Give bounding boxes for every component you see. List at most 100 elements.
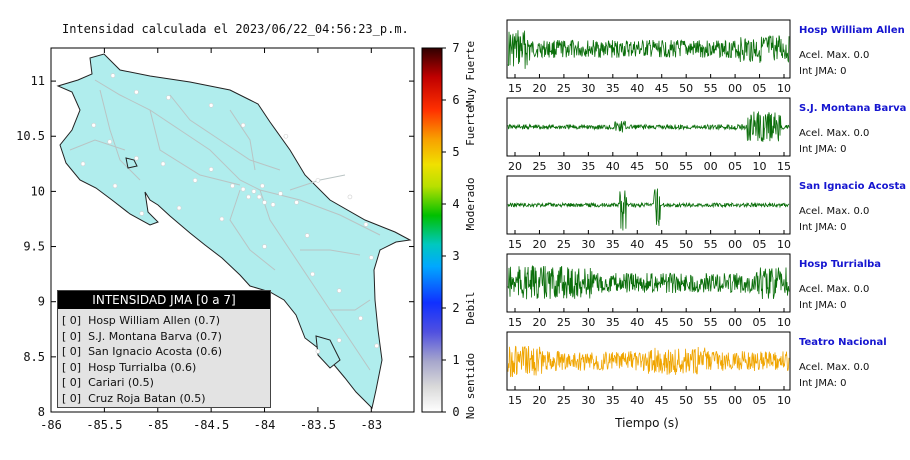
seismogram-tick-label: 00	[728, 82, 742, 95]
seismogram-tick-label: 40	[630, 316, 644, 329]
seismogram-tick-label: 05	[753, 238, 767, 251]
station-acel-max: Acel. Max. 0.0	[799, 284, 869, 295]
legend-list: [ 0] Hosp William Allen (0.7) [ 0] S.J. …	[58, 309, 270, 406]
seismogram-tick-label: 50	[655, 160, 669, 173]
seismogram-tick-label: 25	[532, 160, 546, 173]
station-marker	[315, 178, 321, 183]
seismogram-tick-label: 30	[581, 82, 595, 95]
colorbar-category-label: Debil	[464, 291, 477, 324]
seismogram-tick-label: 20	[508, 160, 522, 173]
station-name: Hosp William Allen	[799, 25, 905, 36]
station-marker	[283, 133, 289, 139]
seismogram-tick-label: 50	[679, 238, 693, 251]
seismogram-tick-label: 25	[557, 394, 571, 407]
time-axis-label: Tiempo (s)	[614, 416, 679, 430]
map-x-tick-label: -83	[360, 418, 382, 432]
seismogram-tick-label: 20	[532, 238, 546, 251]
station-name: Teatro Nacional	[799, 337, 887, 348]
colorbar-tick-label: 6	[452, 93, 459, 107]
station-int-jma: Int JMA: 0	[799, 66, 847, 77]
seismogram-panel: 15 20 25 30 35 40 45 50 55 00 05 10 Hosp Turrialba Ac…	[506, 253, 881, 329]
seismogram-tick-label: 05	[753, 394, 767, 407]
seismogram-tick-label: 25	[557, 82, 571, 95]
map-y-tick-label: 9.5	[23, 240, 45, 254]
station-marker	[240, 186, 246, 192]
seismogram-tick-label: 35	[581, 160, 595, 173]
colorbar-tick-label: 7	[452, 41, 459, 55]
seismogram-tick-label: 10	[777, 316, 791, 329]
map-y-tick-label: 10.5	[16, 129, 45, 143]
station-marker	[358, 315, 363, 321]
station-marker	[219, 216, 225, 222]
seismogram-tick-label: 05	[728, 160, 742, 173]
seismogram-tick-label: 35	[606, 238, 620, 251]
station-marker	[347, 194, 353, 200]
legend-item: [ 0] Cariari (0.5)	[62, 376, 154, 389]
seismogram-tick-label: 35	[606, 316, 620, 329]
colorbar-category-label: Moderado	[464, 178, 477, 231]
legend-item: [ 0] Cruz Roja Batan (0.5)	[62, 391, 206, 405]
station-marker	[240, 122, 246, 128]
seismogram-tick-label: 55	[704, 82, 718, 95]
seismogram-panel: 20 25 30 35 40 45 50 55 00 05 10 15 S.J. Montana Bar…	[506, 97, 906, 173]
colorbar-tick-label: 4	[452, 197, 459, 211]
station-marker	[208, 167, 214, 172]
seismogram-tick-label: 40	[630, 394, 644, 407]
costa-rica-landmass	[56, 53, 412, 409]
seismogram-tick-label: 25	[557, 316, 571, 329]
station-marker	[107, 139, 113, 145]
station-marker	[112, 183, 118, 189]
seismogram-tick-label: 40	[630, 238, 644, 251]
station-acel-max: Acel. Max. 0.0	[799, 206, 869, 217]
station-int-jma: Int JMA: 0	[799, 144, 847, 155]
seismogram-waveform	[507, 188, 790, 231]
seismogram-tick-label: 45	[655, 316, 669, 329]
seismogram-tick-label: 15	[508, 238, 522, 251]
map-x-axis: -86 -85.5 -85 -84.5 -84 -83.5 -83	[40, 48, 382, 432]
seismogram-tick-label: 05	[753, 316, 767, 329]
seismogram-tick-label: 30	[581, 238, 595, 251]
seismogram-tick-label: 50	[679, 82, 693, 95]
legend-title: INTENSIDAD JMA [0 a 7]	[58, 291, 270, 309]
map-x-tick-label: -83.5	[300, 418, 336, 432]
station-marker	[139, 211, 145, 216]
station-marker	[208, 103, 214, 108]
station-marker	[91, 122, 97, 128]
seismogram-panel: 15 20 25 30 35 40 45 50 55 00 05 10 Teatro Nacional A…	[506, 331, 887, 407]
station-marker	[260, 183, 265, 189]
station-marker	[262, 200, 267, 205]
intensity-legend: INTENSIDAD JMA [0 a 7] [ 0] Hosp William…	[57, 290, 271, 408]
legend-item: [ 0] S.J. Montana Barva (0.7)	[62, 329, 222, 343]
station-marker	[374, 343, 379, 349]
seismogram-tick-label: 45	[655, 82, 669, 95]
station-int-jma: Int JMA: 0	[799, 222, 847, 233]
nicoya-gulf-island	[125, 157, 138, 169]
seismogram-tick-label: 45	[655, 238, 669, 251]
station-marker	[134, 156, 139, 161]
station-marker	[294, 200, 299, 205]
seismogram-tick-label: 20	[532, 316, 546, 329]
map-y-tick-label: 10	[31, 184, 45, 198]
station-acel-max: Acel. Max. 0.0	[799, 128, 869, 139]
seismogram-tick-label: 45	[655, 394, 669, 407]
seismogram-panel: 15 20 25 30 35 40 45 50 55 00 05 10 Hosp William All…	[506, 19, 905, 95]
colorbar-tick-label: 2	[452, 301, 459, 315]
map-y-tick-label: 9	[38, 295, 45, 309]
seismogram-tick-label: 35	[606, 394, 620, 407]
station-marker	[110, 73, 116, 78]
map-x-tick-label: -84.5	[193, 418, 229, 432]
map-x-tick-label: -85.5	[86, 418, 122, 432]
seismogram-tick-label: 05	[753, 82, 767, 95]
station-marker	[270, 202, 276, 207]
station-markers	[80, 73, 379, 354]
seismogram-waveform	[507, 30, 790, 69]
seismogram-tick-label: 15	[508, 394, 522, 407]
seismogram-tick-label: 00	[704, 160, 718, 173]
station-marker	[192, 178, 198, 183]
map-x-tick-label: -86	[40, 418, 62, 432]
colorbar-ticks: 0 1 2 3 4 5 6 7	[442, 41, 460, 419]
station-marker	[80, 161, 86, 167]
station-marker	[310, 271, 315, 277]
station-name: San Ignacio Acosta	[799, 181, 906, 192]
seismogram-tick-label: 20	[532, 82, 546, 95]
